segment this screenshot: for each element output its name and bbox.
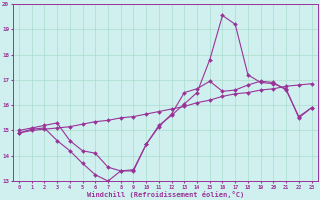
X-axis label: Windchill (Refroidissement éolien,°C): Windchill (Refroidissement éolien,°C) [87,191,244,198]
